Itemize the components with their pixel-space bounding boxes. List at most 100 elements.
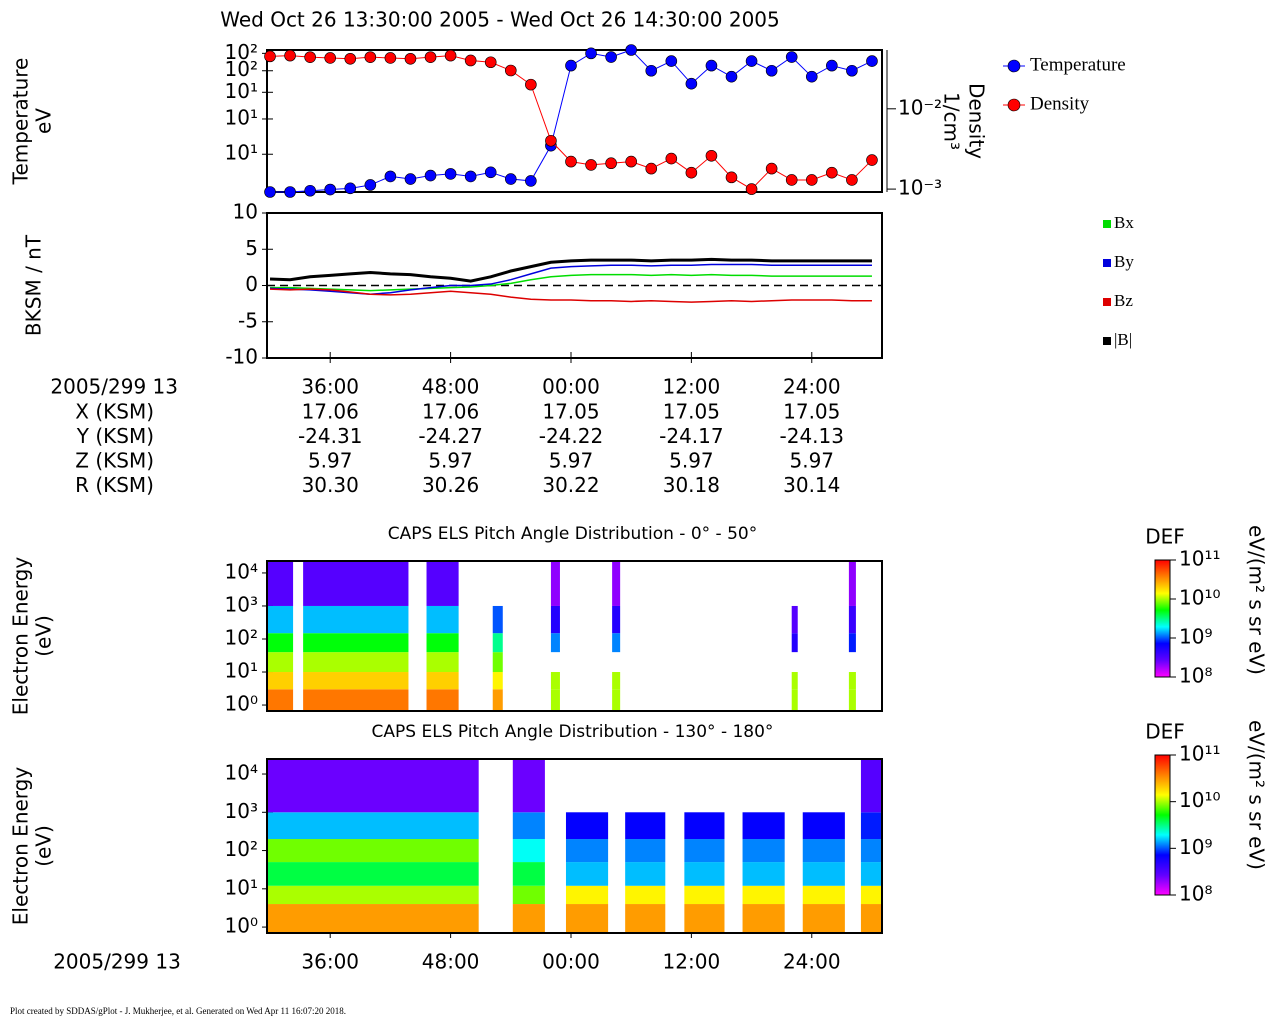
marker — [585, 159, 597, 171]
marker — [665, 55, 678, 67]
plot-frame — [266, 49, 883, 193]
marker — [705, 59, 718, 72]
colorbar — [1154, 559, 1171, 678]
ephemeris-value: -24.31 — [298, 424, 362, 448]
x-tick-label: 12:00 — [663, 375, 721, 399]
legend-label: Temperature — [1030, 54, 1126, 75]
y-axis-label: eV — [32, 108, 56, 134]
heatmap-cell — [426, 633, 459, 653]
marker — [304, 51, 316, 63]
marker — [364, 51, 377, 63]
heatmap-cell — [267, 605, 294, 634]
series-line — [269, 257, 872, 283]
title: Wed Oct 26 13:30:00 2005 - Wed Oct 26 14… — [220, 8, 780, 32]
marker — [605, 51, 617, 63]
marker — [866, 55, 878, 67]
marker — [484, 166, 497, 179]
ephemeris-label: R (KSM) — [75, 473, 154, 497]
y-axis-label: Electron Energy — [9, 557, 33, 716]
heatmap-cell — [267, 652, 294, 673]
heatmap-cell — [742, 862, 785, 886]
heatmap-cell — [802, 812, 845, 840]
marker — [705, 149, 718, 162]
marker — [685, 166, 698, 179]
colorbar-label: eV/(m² s sr eV) — [1245, 525, 1269, 675]
heatmap-cell — [625, 885, 666, 905]
heatmap-cell — [860, 812, 882, 840]
y-tick-label: 10² — [225, 837, 258, 861]
y-tick-label: 0 — [245, 272, 258, 296]
y2-tick-label: 10⁻³ — [898, 176, 942, 200]
heatmap-cell — [848, 672, 856, 690]
legend-label: Bz — [1114, 291, 1133, 310]
ephemeris-value: 17.05 — [542, 400, 599, 424]
y-tick-label: 10² — [225, 57, 258, 81]
y2-axis-label: Density — [965, 83, 989, 159]
ephemeris-value: 17.06 — [422, 400, 479, 424]
legend-label: By — [1114, 252, 1134, 271]
heatmap-cell — [684, 812, 725, 840]
heatmap-cell — [612, 633, 621, 653]
heatmap-cell — [267, 862, 479, 886]
marker — [484, 56, 497, 69]
colorbar-tick-label: 10¹⁰ — [1179, 788, 1220, 812]
x-tick-label: 24:00 — [783, 950, 841, 974]
legend-label: Density — [1030, 93, 1090, 114]
colorbar-title: DEF — [1145, 525, 1185, 549]
ephemeris-value: 17.05 — [783, 400, 840, 424]
y-tick-label: 10¹ — [225, 141, 258, 165]
heatmap-cell — [848, 605, 856, 634]
marker — [424, 51, 437, 63]
heatmap-cell — [267, 812, 479, 840]
heatmap-cell — [612, 689, 621, 711]
marker — [504, 64, 517, 77]
heatmap-cell — [860, 759, 882, 813]
x-tick-label: 12:00 — [663, 950, 721, 974]
plot-frame — [266, 758, 883, 934]
ephemeris-value: 5.97 — [790, 449, 835, 473]
heatmap-cell — [565, 885, 609, 905]
heatmap-cell — [550, 633, 560, 653]
heatmap-cell — [267, 689, 294, 711]
heatmap-cell — [565, 862, 609, 886]
heatmap-cell — [426, 689, 459, 711]
heatmap-cell — [848, 561, 856, 606]
heatmap-cell — [303, 689, 409, 711]
marker — [826, 166, 838, 179]
marker — [525, 175, 537, 187]
marker — [846, 64, 858, 77]
marker — [625, 155, 637, 168]
heatmap-cell — [303, 605, 409, 634]
heatmap-cell — [492, 652, 503, 673]
heatmap-cell — [303, 633, 409, 653]
ephemeris-value: 17.06 — [302, 400, 359, 424]
y-tick-label: -10 — [225, 345, 258, 369]
heatmap-cell — [742, 812, 785, 840]
series-line — [270, 273, 872, 292]
y-tick-label: 10³ — [225, 592, 258, 616]
marker — [384, 170, 397, 183]
marker — [344, 52, 357, 65]
heatmap-cell — [267, 885, 479, 905]
marker — [785, 51, 798, 63]
heatmap-cell — [267, 904, 479, 933]
heatmap-cell — [267, 633, 294, 653]
marker — [645, 64, 658, 77]
marker — [324, 52, 337, 64]
colorbar-tick-label: 10¹¹ — [1179, 547, 1220, 571]
heatmap-cell — [684, 862, 725, 886]
heatmap-cell — [742, 839, 785, 863]
heatmap-cell — [426, 605, 459, 634]
y-tick-label: 10⁴ — [225, 559, 258, 583]
heatmap-cell — [267, 561, 294, 606]
y2-axis-label: 1/cm³ — [940, 92, 964, 150]
ephemeris-value: 30.30 — [302, 473, 359, 497]
heatmap-cell — [791, 672, 798, 690]
legend-swatch — [1103, 220, 1111, 228]
y-axis-label: (eV) — [32, 825, 56, 867]
y-axis-label: (eV) — [32, 615, 56, 657]
marker — [504, 173, 517, 185]
ephemeris-label: Z (KSM) — [75, 449, 154, 473]
x-tick-label: 36:00 — [301, 950, 359, 974]
